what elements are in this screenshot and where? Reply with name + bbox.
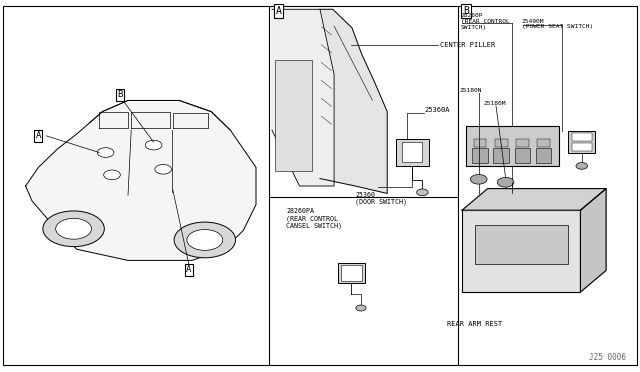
Text: A: A [186,265,191,274]
Text: A: A [275,6,282,16]
Bar [466,126,559,166]
Text: A: A [36,131,41,140]
Bar [402,142,422,162]
Circle shape [417,189,428,196]
Text: J25 0006: J25 0006 [589,353,626,362]
Circle shape [56,218,92,239]
Text: 25180N: 25180N [460,87,482,93]
Text: REAR ARM REST: REAR ARM REST [447,321,502,327]
Polygon shape [580,189,606,292]
Bar [475,225,568,264]
Text: B: B [118,90,123,99]
Bar [275,60,312,171]
Polygon shape [26,100,256,260]
Polygon shape [462,189,606,210]
Circle shape [97,148,114,157]
Circle shape [104,170,120,180]
Bar [536,148,551,163]
Bar [516,139,529,147]
Polygon shape [272,9,334,186]
Bar [493,148,509,163]
Bar [515,148,530,163]
Bar [338,263,365,283]
Circle shape [576,163,588,169]
Text: 28260PA
(REAR CONTROL
CANSEL SWITCH): 28260PA (REAR CONTROL CANSEL SWITCH) [286,208,342,229]
Bar [474,139,486,147]
Bar [341,265,362,281]
Bar [572,133,592,141]
Circle shape [174,222,236,258]
Circle shape [187,230,223,250]
Bar [572,143,592,151]
Bar [495,139,508,147]
Text: B: B [463,6,469,16]
Polygon shape [320,9,387,193]
Circle shape [155,164,172,174]
Circle shape [356,305,366,311]
Text: 28260P
(REAR CONTROL
SWITCH): 28260P (REAR CONTROL SWITCH) [461,13,509,30]
Bar [568,131,595,153]
Text: 25490M
(POWER SEAT SWITCH): 25490M (POWER SEAT SWITCH) [522,19,593,29]
Circle shape [43,211,104,247]
Text: CENTER PILLER: CENTER PILLER [440,42,495,48]
Text: 25180M: 25180M [484,100,506,106]
Circle shape [497,177,514,187]
Bar [462,210,580,292]
Text: 25360A: 25360A [425,107,451,113]
Bar [396,139,429,166]
Circle shape [470,174,487,184]
Bar [472,148,488,163]
Bar [537,139,550,147]
Text: 25360
(DOOR SWITCH): 25360 (DOOR SWITCH) [355,192,407,205]
Circle shape [145,140,162,150]
